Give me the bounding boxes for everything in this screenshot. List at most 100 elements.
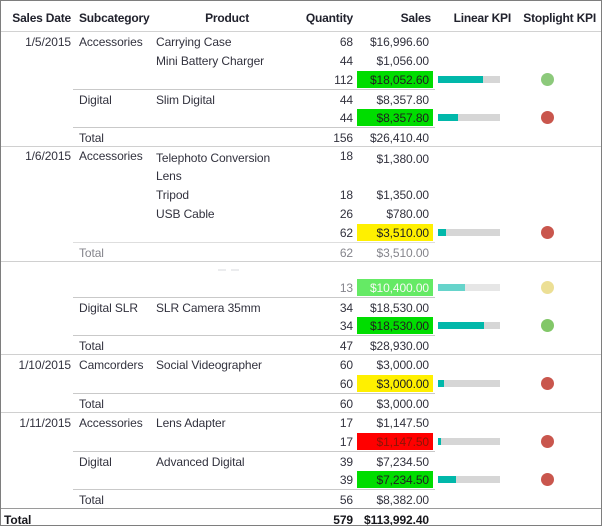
subcategory-cell[interactable]: Digital <box>73 89 151 109</box>
quantity-cell[interactable]: 62 <box>339 225 353 240</box>
quantity-cell[interactable]: 60 <box>253 393 355 413</box>
subtotal-row[interactable]: 62 $3,510.00 <box>1 223 601 242</box>
linear-kpi-bar <box>438 76 500 83</box>
quantity-cell[interactable]: 18 <box>339 149 353 163</box>
detail-row[interactable]: Digital SLR SLR Camera 35mm 34 $18,530.0… <box>1 297 601 316</box>
detail-row[interactable]: 1/6/2015 Accessories Telephoto Conversio… <box>1 146 601 185</box>
sales-cell: $1,350.00 <box>376 187 430 202</box>
group-total-row[interactable]: Total 156 $26,410.40 <box>1 127 601 146</box>
linear-kpi-bar-fill <box>438 438 442 445</box>
stoplight-kpi-cell[interactable] <box>513 316 601 335</box>
quantity-cell[interactable]: 47 <box>253 335 355 355</box>
column-header-stoplight-kpi[interactable]: Stoplight KPI <box>523 11 596 25</box>
sales-cell: $8,357.80 <box>376 92 430 107</box>
detail-row[interactable]: Digital Slim Digital 44 $8,357.80 <box>1 89 601 108</box>
linear-kpi-cell[interactable] <box>435 374 513 393</box>
subtotal-row[interactable]: 39 $7,234.50 <box>1 470 601 489</box>
subcategory-cell[interactable]: Digital SLR <box>73 297 151 317</box>
stoplight-kpi-cell[interactable] <box>513 374 601 393</box>
detail-row[interactable]: Digital Advanced Digital 39 $7,234.50 <box>1 451 601 470</box>
quantity-cell[interactable]: 34 <box>339 318 353 333</box>
linear-kpi-cell[interactable] <box>435 432 513 451</box>
sales-kpi-cell: $1,147.50 <box>357 433 433 450</box>
detail-row[interactable]: 1/11/2015 Accessories Lens Adapter 17 $1… <box>1 412 601 432</box>
subtotal-row[interactable]: 34 $18,530.00 <box>1 316 601 335</box>
stoplight-kpi-cell[interactable] <box>513 470 601 489</box>
group-total-row[interactable]: Total 62 $3,510.00 <box>1 242 601 261</box>
subcategory-cell[interactable]: Accessories <box>79 415 143 430</box>
quantity-cell[interactable]: 44 <box>339 53 353 68</box>
date-cell[interactable]: 1/6/2015 <box>25 149 71 163</box>
group-total-row[interactable]: Total 60 $3,000.00 <box>1 393 601 412</box>
column-header-subcategory[interactable]: Subcategory <box>79 11 150 25</box>
quantity-cell[interactable]: 68 <box>339 34 353 49</box>
quantity-cell[interactable]: 17 <box>339 434 353 449</box>
sales-kpi-cell: $7,234.50 <box>357 471 433 488</box>
linear-kpi-bar <box>438 380 500 387</box>
linear-kpi-cell[interactable] <box>435 223 513 242</box>
linear-kpi-cell[interactable] <box>435 70 513 89</box>
quantity-cell[interactable]: 60 <box>339 376 353 391</box>
column-header-sales-date[interactable]: Sales Date <box>12 11 71 25</box>
linear-kpi-cell[interactable] <box>435 470 513 489</box>
sales-cell: $1,147.50 <box>376 415 430 430</box>
subtotal-row[interactable]: 13 $10,400.00 <box>1 278 601 297</box>
date-cell[interactable]: 1/10/2015 <box>18 357 72 372</box>
group-total-row[interactable]: Total 56 $8,382.00 <box>1 489 601 508</box>
linear-kpi-bar-fill <box>438 284 465 291</box>
stoplight-dot-icon <box>541 319 554 332</box>
detail-row[interactable]: 1/5/2015 Accessories Carrying Case 68 $1… <box>1 32 601 51</box>
detail-row[interactable]: Mini Battery Charger 44 $1,056.00 <box>1 51 601 70</box>
quantity-cell[interactable]: 13 <box>339 280 353 295</box>
subtotal-row[interactable]: 112 $18,052.60 <box>1 70 601 89</box>
sales-kpi-cell: $8,357.80 <box>357 109 433 126</box>
product-cell: Social Videographer <box>156 357 262 372</box>
stoplight-kpi-cell[interactable] <box>513 108 601 127</box>
subcategory-cell[interactable]: Digital <box>73 451 151 471</box>
date-cell[interactable]: 1/11/2015 <box>19 415 71 430</box>
stoplight-kpi-cell[interactable] <box>513 432 601 451</box>
quantity-cell[interactable]: 39 <box>253 451 355 471</box>
grand-total-label: Total <box>4 512 32 526</box>
sales-kpi-cell: $10,400.00 <box>357 279 433 296</box>
column-header-product[interactable]: Product <box>205 11 249 25</box>
subtotal-row[interactable]: 60 $3,000.00 <box>1 374 601 393</box>
quantity-cell[interactable]: 56 <box>253 489 355 509</box>
subtotal-row[interactable]: 17 $1,147.50 <box>1 432 601 451</box>
quantity-cell[interactable]: 579 <box>333 512 353 526</box>
column-header-linear-kpi[interactable]: Linear KPI <box>453 11 512 25</box>
quantity-cell[interactable]: 18 <box>339 187 353 202</box>
linear-kpi-cell[interactable] <box>435 278 513 297</box>
date-cell[interactable]: 1/5/2015 <box>25 34 71 49</box>
quantity-cell[interactable]: 44 <box>253 89 355 109</box>
stoplight-kpi-cell[interactable] <box>513 223 601 242</box>
subcategory-cell[interactable]: Accessories <box>79 34 143 49</box>
quantity-cell[interactable]: 44 <box>339 110 353 125</box>
group-total-row[interactable]: Total 47 $28,930.00 <box>1 335 601 354</box>
linear-kpi-bar-fill <box>438 476 456 483</box>
sales-cell: $3,510.00 <box>376 245 430 260</box>
linear-kpi-cell[interactable] <box>435 316 513 335</box>
quantity-cell[interactable]: 112 <box>334 72 353 87</box>
column-header-sales[interactable]: Sales <box>400 11 432 25</box>
subtotal-row[interactable]: 44 $8,357.80 <box>1 108 601 127</box>
detail-row[interactable]: 1/10/2015 Camcorders Social Videographer… <box>1 354 601 374</box>
column-header-quantity[interactable]: Quantity <box>305 11 353 25</box>
quantity-cell[interactable]: 17 <box>339 415 353 430</box>
quantity-cell[interactable]: 26 <box>339 206 353 221</box>
quantity-cell[interactable]: 34 <box>253 297 355 317</box>
stoplight-kpi-cell[interactable] <box>513 278 601 297</box>
quantity-cell[interactable]: 60 <box>339 357 353 372</box>
stoplight-kpi-cell[interactable] <box>513 70 601 89</box>
sales-cell: $18,530.00 <box>369 300 429 315</box>
linear-kpi-cell[interactable] <box>435 108 513 127</box>
detail-row[interactable]: USB Cable 26 $780.00 <box>1 204 601 223</box>
subcategory-cell[interactable]: Accessories <box>79 149 143 163</box>
quantity-cell[interactable]: 62 <box>253 242 355 262</box>
detail-row[interactable]: Tripod 18 $1,350.00 <box>1 185 601 204</box>
quantity-cell[interactable]: 39 <box>339 472 353 487</box>
quantity-cell[interactable]: 156 <box>253 127 355 147</box>
subcategory-cell[interactable]: Camcorders <box>79 357 144 372</box>
grand-total-row[interactable]: Total 579 $113,992.40 <box>1 508 601 526</box>
product-cell: USB Cable <box>156 206 215 221</box>
